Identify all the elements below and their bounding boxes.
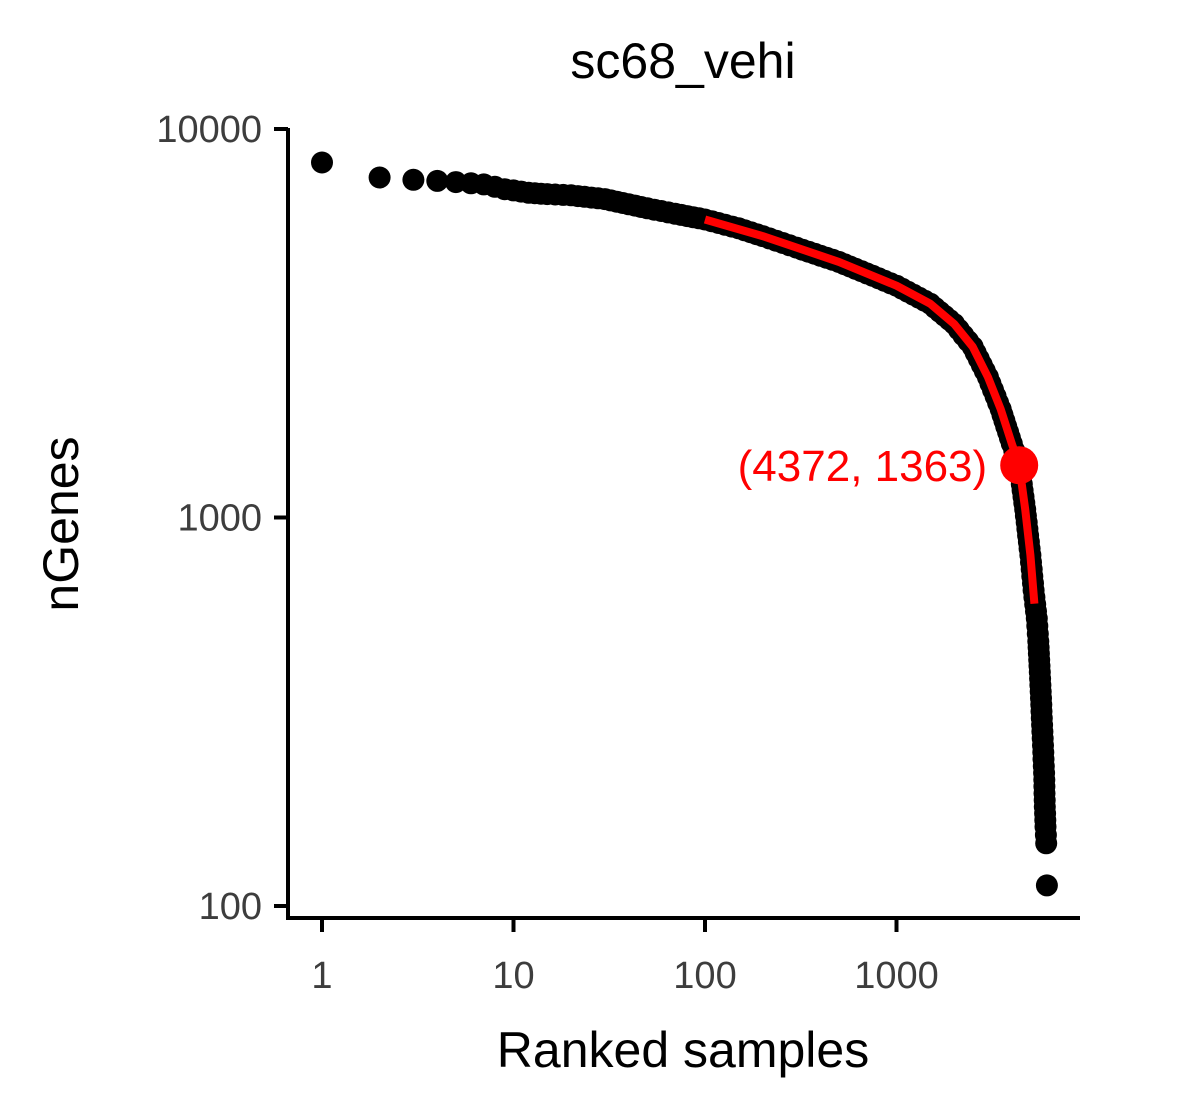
chart-title: sc68_vehi <box>570 33 795 89</box>
data-point <box>402 168 425 191</box>
data-point <box>426 169 449 192</box>
data-point <box>1035 832 1058 855</box>
x-axis: 1 10 100 1000 <box>286 916 1080 997</box>
x-tick-label: 1000 <box>854 955 939 997</box>
y-axis: 100 1000 10000 <box>156 109 290 928</box>
fit-layer <box>703 215 1039 605</box>
x-axis-label: Ranked samples <box>497 1022 869 1078</box>
points-layer <box>311 151 1058 897</box>
y-tick-label: 100 <box>199 886 262 928</box>
y-axis-label: nGenes <box>33 436 89 611</box>
x-tick-label: 10 <box>492 955 534 997</box>
highlight-label: (4372, 1363) <box>738 442 988 491</box>
data-point <box>1035 874 1058 897</box>
data-point <box>311 151 333 174</box>
x-tick-label: 1 <box>311 955 332 997</box>
fit-line <box>703 215 1039 605</box>
y-tick-label: 10000 <box>156 109 262 151</box>
data-point <box>368 166 391 189</box>
y-tick-label: 1000 <box>177 498 262 540</box>
highlight-layer: (4372, 1363) <box>738 442 1039 491</box>
highlight-point <box>1000 446 1039 485</box>
x-tick-label: 100 <box>673 955 736 997</box>
